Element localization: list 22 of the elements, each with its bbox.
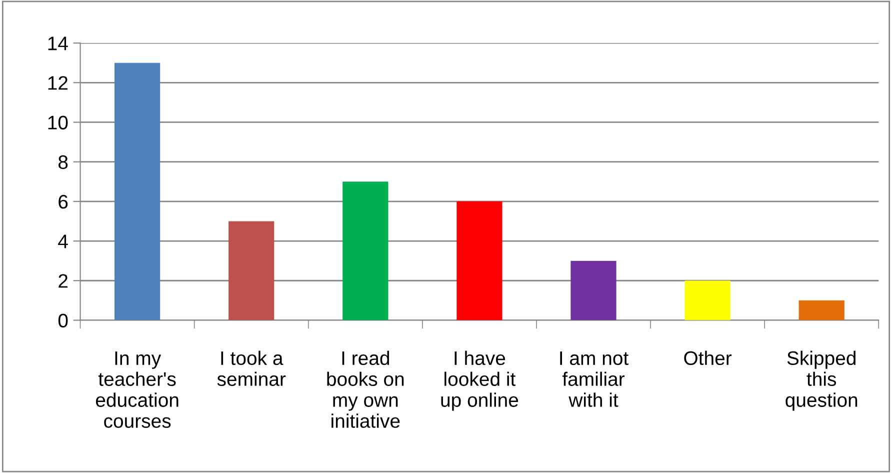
y-tick-label: 8 (58, 155, 68, 170)
y-tick-label: 2 (58, 274, 68, 288)
bar (228, 221, 274, 320)
x-tick-label: I am not familiar with it (560, 351, 628, 407)
y-tick-label: 12 (48, 76, 68, 90)
x-tick-label: Other (684, 350, 732, 366)
y-tick-label: 4 (58, 234, 68, 248)
y-tick-label: 0 (58, 314, 68, 328)
bar (456, 201, 502, 320)
bar (798, 300, 844, 320)
x-tick-label: I have looked it up online (441, 350, 518, 411)
y-tick-label: 14 (48, 36, 68, 50)
bar (570, 260, 616, 320)
bar (114, 62, 160, 320)
y-tick-label: 6 (58, 194, 68, 209)
y-tick-label: 10 (48, 116, 68, 130)
x-tick-label: I read books on my own initiative (327, 350, 404, 428)
x-tick-label: I took a seminar (217, 350, 286, 386)
bar (342, 182, 388, 320)
x-tick-label: In my teacher's education courses (96, 351, 178, 428)
x-tick-label: Skipped this question (786, 350, 858, 411)
bar (684, 280, 730, 320)
